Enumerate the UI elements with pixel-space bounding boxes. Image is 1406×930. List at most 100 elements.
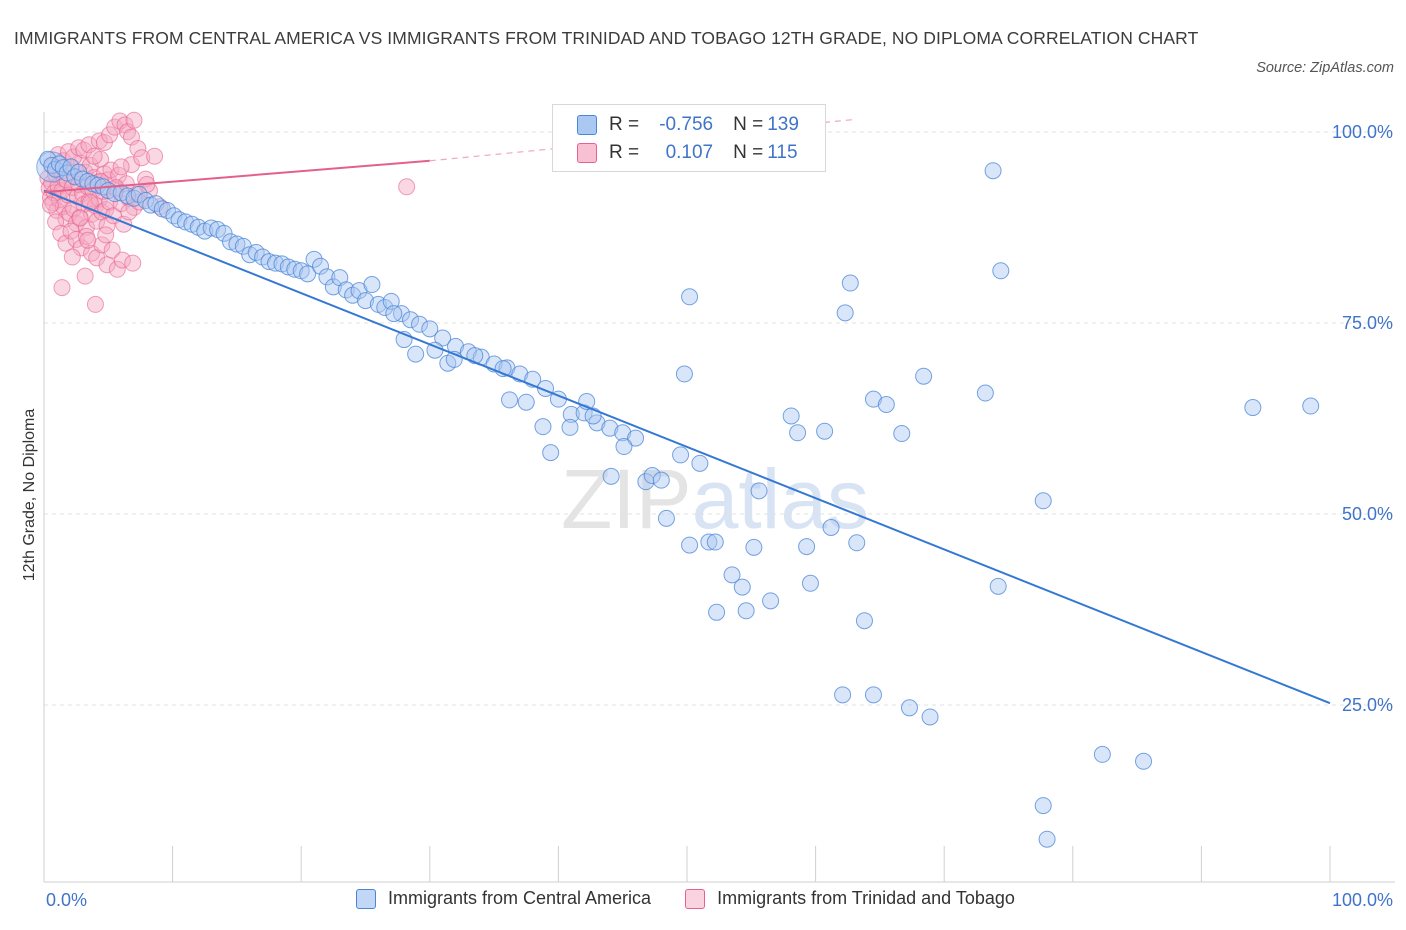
data-point-central-america [286, 260, 304, 278]
data-point-trinidad [41, 196, 59, 214]
trend-line-trinidad [43, 159, 430, 194]
data-point-central-america [202, 219, 220, 237]
legend-n-label: N = [733, 142, 764, 163]
legend-row-trinidad: R = 0.107 N = 115 [577, 141, 798, 165]
legend-item-central-america[interactable]: Immigrants from Central America [356, 888, 651, 909]
data-point-central-america [1244, 399, 1262, 417]
data-point-central-america [989, 577, 1007, 595]
data-point-central-america [228, 235, 246, 253]
data-point-central-america [402, 311, 420, 329]
data-point-central-america [822, 519, 840, 537]
data-point-central-america [681, 288, 699, 306]
data-point-central-america [1135, 752, 1153, 770]
data-point-trinidad [129, 140, 147, 158]
data-point-central-america [782, 407, 800, 425]
legend-r-label: R = [609, 114, 640, 135]
data-point-central-america [407, 345, 425, 363]
data-point-central-america [750, 482, 768, 500]
y-tick-label: 50.0% [1342, 504, 1393, 524]
data-point-central-america [324, 278, 342, 296]
data-point-central-america [137, 192, 155, 210]
data-point-central-america [215, 224, 233, 242]
data-point-central-america [602, 467, 620, 485]
data-point-central-america [798, 538, 816, 556]
data-point-central-america [915, 367, 933, 385]
watermark: ZIPatlas [561, 452, 869, 546]
data-point-central-america [1302, 397, 1320, 415]
data-point-trinidad [112, 158, 130, 176]
data-point-trinidad [85, 147, 103, 165]
legend-r-value: -0.756 [659, 114, 714, 135]
data-point-central-america [789, 424, 807, 442]
x-tick-label-max: 100.0% [1331, 890, 1393, 910]
data-point-central-america [992, 262, 1010, 280]
data-point-central-america [976, 384, 994, 402]
data-point-central-america [708, 603, 726, 621]
axes [43, 112, 1395, 883]
data-point-central-america [733, 578, 751, 596]
data-point-central-america [311, 257, 329, 275]
data-point-central-america [1034, 797, 1052, 815]
data-point-trinidad [125, 111, 143, 129]
data-point-central-america [864, 686, 882, 704]
data-point-central-america [1034, 492, 1052, 510]
data-point-trinidad [62, 222, 80, 240]
legend-swatch-pink [577, 143, 597, 163]
series-central-america-points [36, 150, 1320, 848]
data-point-trinidad [88, 212, 106, 230]
y-tick-label: 75.0% [1342, 313, 1393, 333]
data-point-central-america [675, 365, 693, 383]
data-point-central-america [672, 446, 690, 464]
data-point-central-america [434, 329, 452, 347]
legend-swatch-blue [356, 888, 376, 909]
data-point-central-america [562, 405, 580, 423]
data-point-trinidad [76, 267, 94, 285]
data-point-central-america [501, 391, 519, 409]
data-point-trinidad [146, 147, 164, 165]
watermark-zip: ZIP [561, 452, 692, 546]
data-point-trinidad [103, 241, 121, 259]
data-point-central-america [706, 533, 724, 551]
data-point-trinidad [65, 148, 83, 166]
data-point-central-america [614, 424, 632, 442]
data-point-central-america [836, 304, 854, 322]
data-point-central-america [411, 315, 429, 333]
data-point-central-america [221, 233, 239, 251]
trend-lines [43, 118, 1331, 705]
data-point-trinidad [97, 226, 115, 244]
x-tick-label-min: 0.0% [46, 890, 88, 910]
data-point-trinidad [117, 175, 135, 193]
data-point-central-america [737, 602, 755, 620]
data-point-central-america [561, 418, 579, 436]
data-point-trinidad [63, 248, 81, 266]
data-point-central-america [627, 429, 645, 447]
data-point-central-america [723, 566, 741, 584]
data-point-central-america [542, 444, 560, 462]
data-point-trinidad [79, 231, 97, 249]
data-point-central-america [984, 162, 1002, 180]
data-point-trinidad [122, 156, 140, 174]
data-point-central-america [921, 708, 939, 726]
data-point-central-america [700, 533, 718, 551]
source-label: Source: ZipAtlas.com [1256, 60, 1394, 76]
data-point-central-america [893, 425, 911, 443]
data-point-central-america [517, 393, 535, 411]
data-point-central-america [762, 592, 780, 610]
data-point-central-america [130, 185, 148, 203]
data-point-central-america [305, 250, 323, 268]
data-point-trinidad [398, 178, 416, 196]
data-point-central-america [376, 298, 394, 316]
data-point-trinidad [133, 149, 151, 167]
data-point-central-america [615, 438, 633, 456]
data-point-central-america [855, 612, 873, 630]
data-point-central-america [385, 305, 403, 323]
data-point-central-america [801, 574, 819, 592]
data-point-central-america [299, 265, 317, 283]
data-point-central-america [834, 686, 852, 704]
legend-item-trinidad[interactable]: Immigrants from Trinidad and Tobago [685, 888, 1015, 909]
data-point-central-america [864, 390, 882, 408]
legend-swatch-pink [685, 888, 706, 909]
legend-swatch-blue [577, 115, 597, 135]
data-point-central-america [176, 213, 194, 231]
